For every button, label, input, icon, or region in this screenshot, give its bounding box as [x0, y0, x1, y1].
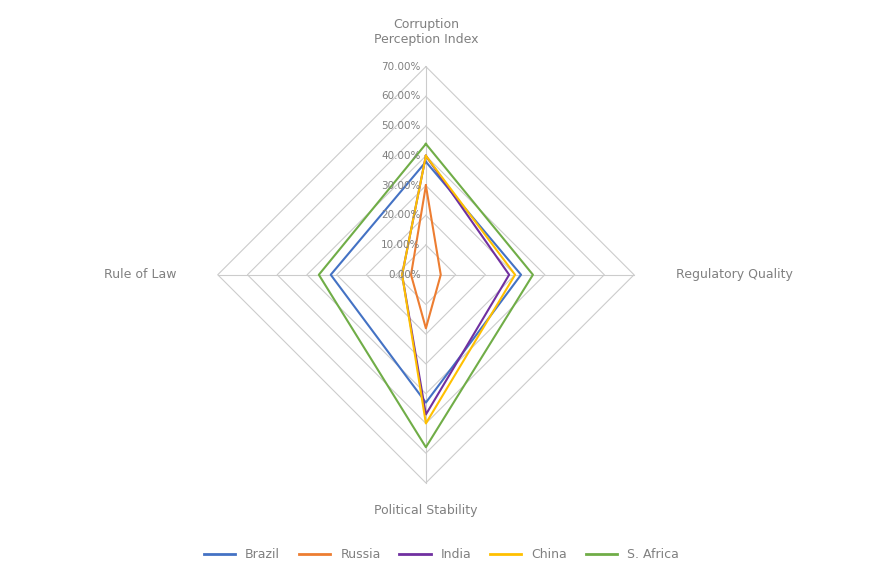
Text: 10.00%: 10.00%: [381, 240, 420, 250]
Text: 20.00%: 20.00%: [381, 210, 420, 220]
Text: Political Stability: Political Stability: [374, 504, 478, 517]
Text: 0.00%: 0.00%: [388, 270, 420, 280]
Text: 50.00%: 50.00%: [381, 121, 420, 131]
Legend: Brazil, Russia, India, China, S. Africa: Brazil, Russia, India, China, S. Africa: [199, 543, 684, 565]
Text: Corruption
Perception Index: Corruption Perception Index: [374, 18, 478, 46]
Text: 30.00%: 30.00%: [381, 181, 420, 190]
Text: 40.00%: 40.00%: [381, 151, 420, 161]
Text: Regulatory Quality: Regulatory Quality: [675, 268, 793, 281]
Text: 60.00%: 60.00%: [381, 92, 420, 101]
Text: Rule of Law: Rule of Law: [103, 268, 176, 281]
Text: 70.00%: 70.00%: [381, 62, 420, 72]
